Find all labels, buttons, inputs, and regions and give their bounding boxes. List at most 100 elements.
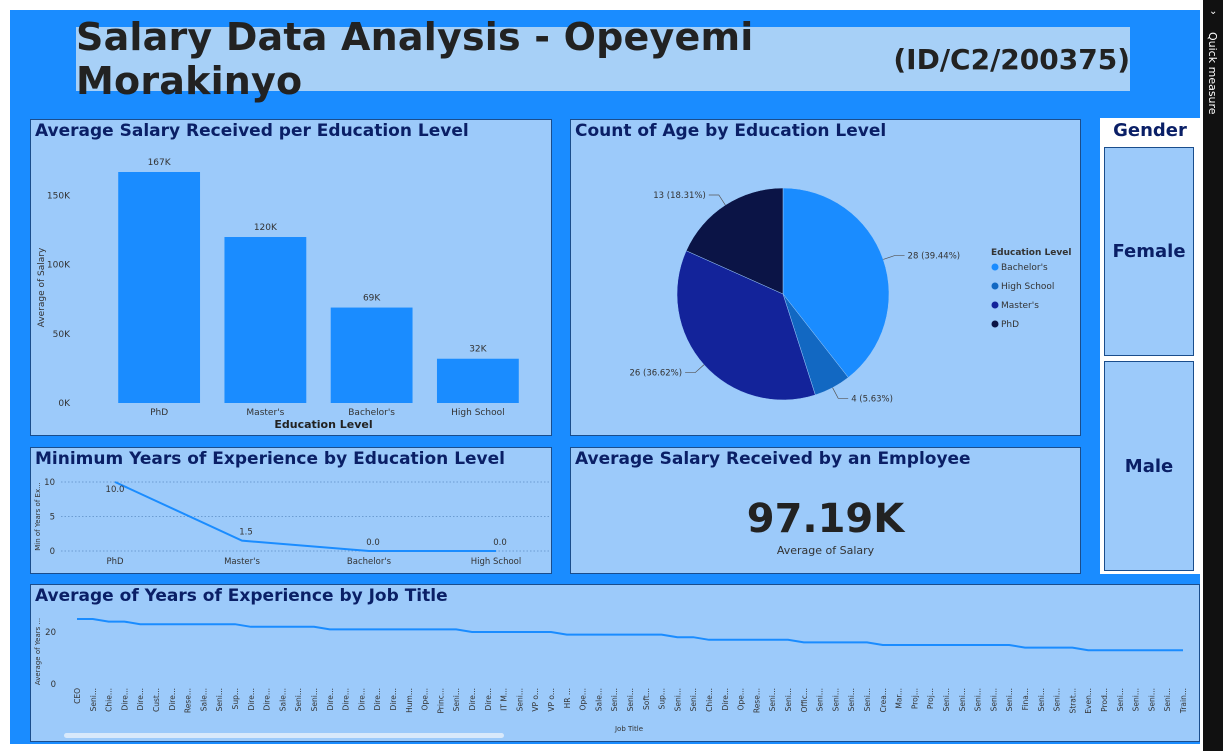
quick-measure-pane[interactable]: ⌄ Quick measure [1203,0,1223,751]
x-tick-label: IT M... [500,688,509,711]
slicer-title: Gender [1113,120,1187,141]
bar [330,307,413,403]
x-tick-label: Dire... [484,688,493,711]
x-tick-label: Seni... [974,688,983,711]
slice-data-label: 13 (18.31%) [653,191,706,201]
legend-item: High School [1001,282,1054,292]
y-tick-label: 5 [50,513,55,523]
x-tick-label: Seni... [958,688,967,711]
pie-chart: 28 (39.44%) 4 (5.63%) 26 (36.62%) 13 (18.31… [630,187,1071,404]
report-id: (ID/C2/200375) [893,42,1130,76]
bar-chart: 0K 50K 100K 150K Average of Salary 167K PhD 120… [37,158,519,431]
x-tick-label: Seni... [1005,688,1014,711]
x-tick-label: Princ... [436,688,445,714]
x-tick-label: Sup... [658,688,667,709]
x-tick-label: Seni... [294,688,303,711]
x-tick-label: Dire... [357,688,366,711]
x-tick-label: Crea... [879,688,888,713]
x-tick-label: Seni... [816,688,825,711]
x-tick-label: Offic... [800,688,809,712]
y-tick-label: 100K [47,261,71,271]
legend-item: PhD [1001,320,1019,330]
y-tick-label: 50K [53,330,71,340]
x-tick-label: Seni... [989,688,998,711]
y-tick-label: 10 [44,478,55,488]
x-tick-label: Dire... [247,688,256,711]
x-tick-label: Fina... [1021,688,1030,710]
pie-slice [782,187,890,378]
x-tick-label: High School [451,408,504,418]
x-tick-label: Train... [1179,688,1188,714]
x-tick-label: Rese... [752,688,761,713]
leader-line [708,194,726,206]
y-tick-label: 150K [47,192,71,202]
bar [118,172,201,403]
data-label: 69K [363,294,381,304]
bar [436,358,519,403]
chevron-down-icon[interactable]: ⌄ [1209,6,1218,17]
x-tick-label: Dire... [263,688,272,711]
x-tick-label: Master's [246,408,284,418]
x-tick-label: Sup... [231,688,240,709]
x-tick-label: Seni... [863,688,872,711]
data-label: 32K [469,345,487,355]
x-tick-label: Seni... [831,688,840,711]
y-axis-label: Min of Years of Ex... [34,482,42,551]
report-title-box: Salary Data Analysis - Opeyemi Morakinyo… [76,15,1130,103]
x-tick-label: Sale... [594,688,603,711]
experience-by-job-title-visual[interactable]: Average of Years of Experience by Job Ti… [30,584,1200,742]
x-tick-label: Prod... [1100,688,1109,712]
x-axis-label: Job Title [614,725,643,733]
x-tick-label: High School [471,557,521,567]
x-tick-label: Chie... [705,688,714,712]
x-tick-label: Seni... [1116,688,1125,711]
slicer-option-male[interactable]: Male [1104,361,1194,571]
x-tick-label: Dire... [373,688,382,711]
x-tick-label: Ope... [579,688,588,710]
x-tick-label: Hum... [405,688,414,713]
slice-data-label: 28 (39.44%) [908,252,961,262]
salary-by-education-visual[interactable]: Average Salary Received per Education Le… [30,119,552,436]
avg-salary-card[interactable]: Average Salary Received by an Employee 9… [570,447,1081,574]
x-tick-label: Ope... [737,688,746,710]
x-tick-label: Seni... [310,688,319,711]
x-tick-label: Mar... [895,688,904,709]
x-tick-label: Cust... [152,688,161,712]
x-tick-label: PhD [106,557,124,567]
x-tick-label: Seni... [942,688,951,711]
slice-data-label: 4 (5.63%) [851,394,893,404]
x-tick-label: Dire... [136,688,145,711]
x-tick-label: Seni... [1132,688,1141,711]
job-chart-title: Average of Years of Experience by Job Ti… [35,586,448,606]
x-tick-label: Proj... [926,688,935,709]
x-tick-label: Rese... [184,688,193,713]
x-tick-label: Dire... [468,688,477,711]
x-tick-label: Seni... [1053,688,1062,711]
x-tick-label: Seni... [1163,688,1172,711]
series-line [77,618,1183,652]
x-tick-label: Sale... [278,688,287,711]
gender-slicer: Gender Female Male [1100,118,1200,574]
legend-marker [991,263,999,271]
slicer-option-female[interactable]: Female [1104,147,1194,356]
series-line [114,481,496,552]
x-tick-label: Seni... [215,688,224,711]
y-tick-label: 20 [45,628,56,638]
x-tick-label: Seni... [610,688,619,711]
min-experience-visual[interactable]: Minimum Years of Experience by Education… [30,447,552,574]
x-tick-label: VP o... [547,688,556,712]
legend-item: Master's [1001,301,1039,311]
x-tick-label: Seni... [768,688,777,711]
x-tick-label: Seni... [1147,688,1156,711]
horizontal-scrollbar[interactable] [64,733,504,738]
kpi-label: Average of Salary [776,544,875,557]
x-tick-label: Sale... [199,688,208,711]
x-tick-label: Even... [1084,688,1093,714]
x-tick-label: Ope... [421,688,430,710]
pie-slice [685,187,784,295]
x-tick-label: Seni... [89,688,98,711]
x-tick-label: Bachelor's [347,557,392,567]
age-count-by-education-visual[interactable]: Count of Age by Education Level 28 (39.4… [570,119,1081,436]
x-tick-label: Dire... [168,688,177,711]
leader-line [883,255,905,260]
